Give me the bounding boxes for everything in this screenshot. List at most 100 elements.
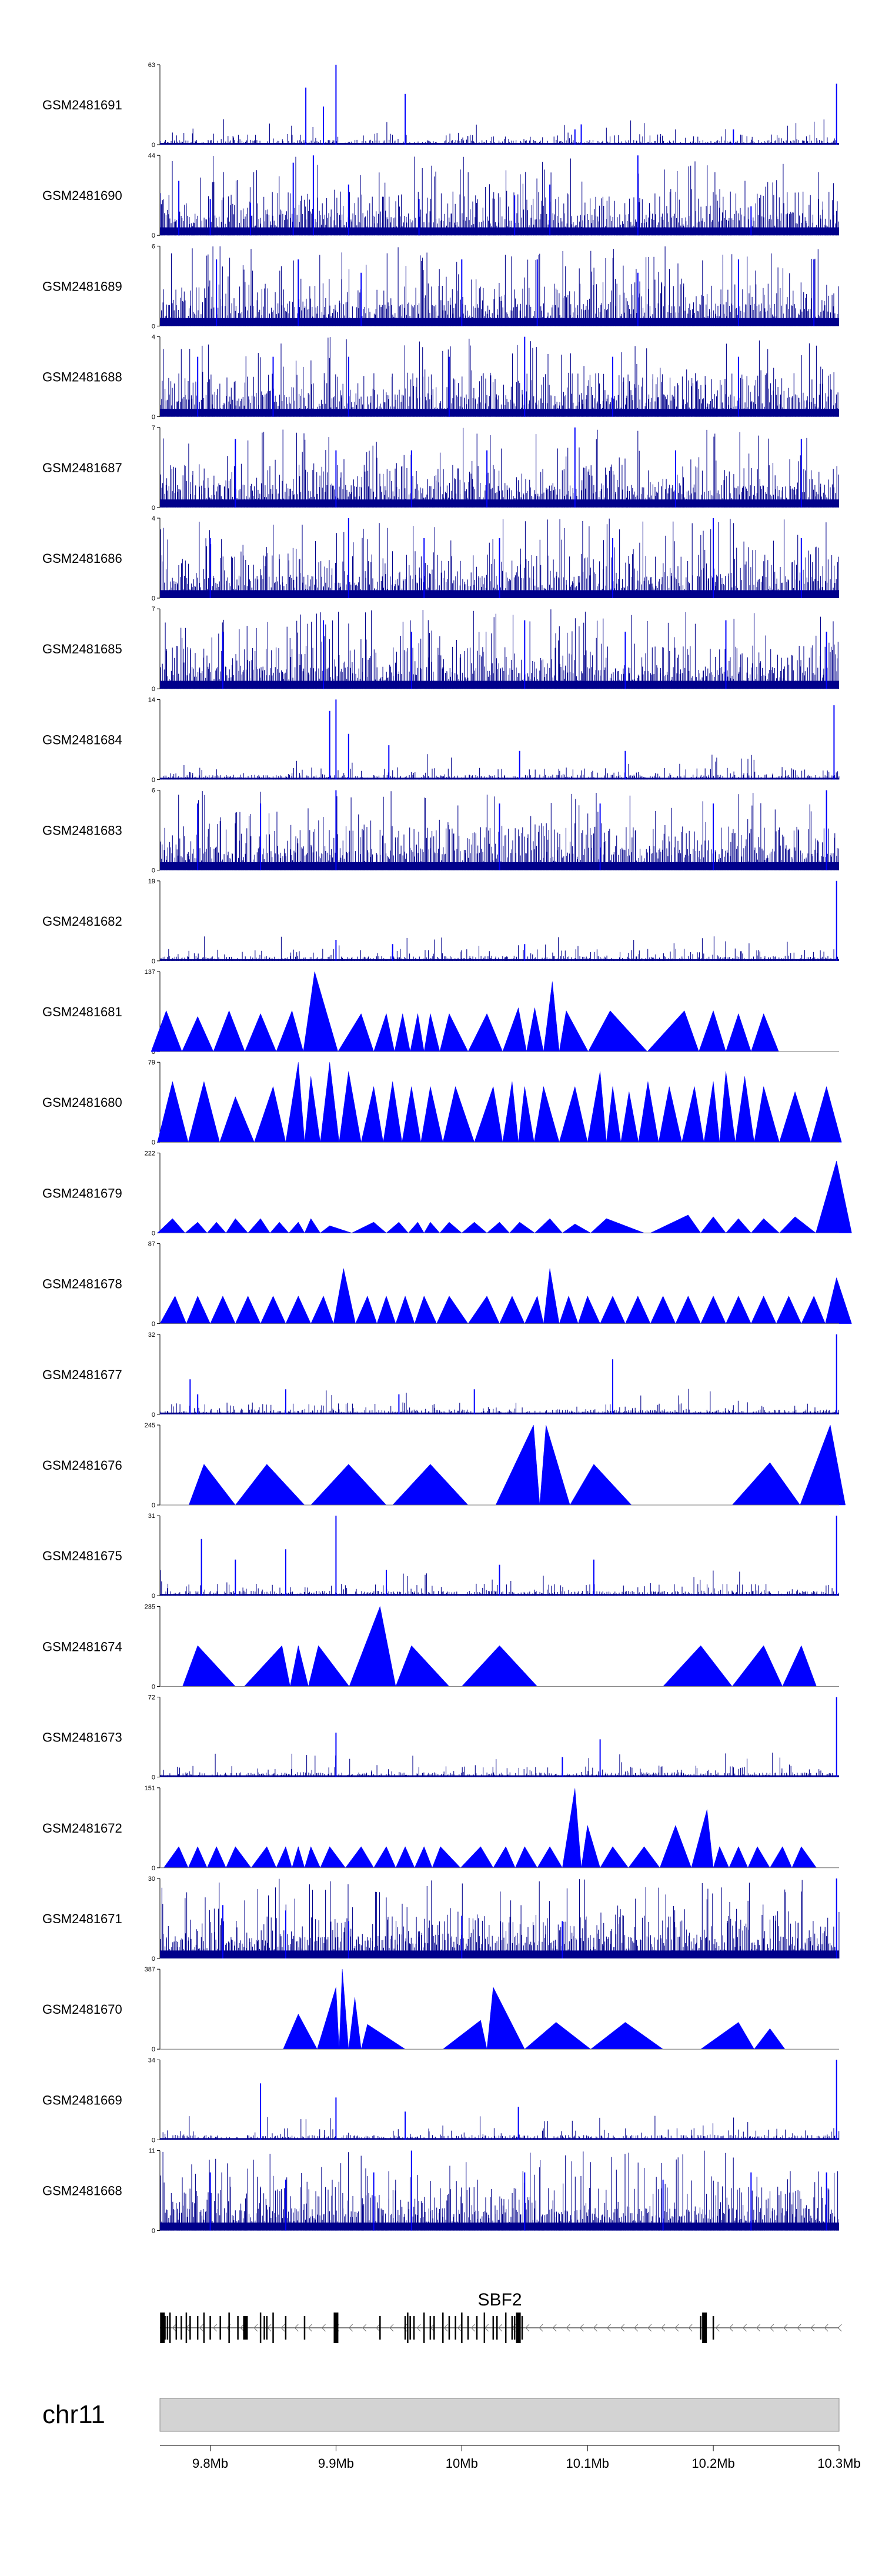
y-tick-label: 0	[152, 1321, 155, 1328]
coverage-peaks	[201, 1516, 837, 1596]
y-tick-label: 0	[152, 2046, 155, 2053]
x-tick-label: 10Mb	[446, 2456, 478, 2471]
track-label: GSM2481685	[42, 642, 122, 656]
exon	[169, 2313, 171, 2343]
y-tick-label: 0	[152, 1139, 155, 1146]
track: GSM2481668 11 0	[42, 2148, 839, 2235]
y-tick-label: 0	[152, 1865, 155, 1872]
exon	[700, 2316, 701, 2340]
coverage-area	[151, 971, 779, 1052]
track-label: GSM2481676	[42, 1458, 122, 1473]
track: GSM2481673 72 0	[42, 1694, 839, 1781]
coverage-bars	[159, 1389, 839, 1414]
y-tick-label: 31	[148, 1513, 155, 1520]
y-tick-label: 151	[145, 1785, 155, 1792]
coverage-bars	[159, 119, 838, 145]
y-tick-label: 19	[148, 878, 155, 885]
y-tick-label: 387	[145, 1966, 155, 1973]
coverage-floor	[160, 2138, 839, 2140]
coverage-area	[182, 1606, 817, 1687]
exon	[413, 2316, 415, 2340]
track: GSM2481678 87 0	[42, 1241, 852, 1328]
exon	[160, 2313, 165, 2343]
track: GSM2481676 245 0	[42, 1422, 846, 1509]
y-tick-label: 0	[152, 1049, 155, 1056]
coverage-peaks	[209, 518, 802, 598]
x-tick-label: 10.3Mb	[817, 2456, 860, 2471]
exon	[228, 2313, 230, 2343]
gene-label: SBF2	[477, 2290, 522, 2310]
y-tick-label: 6	[152, 243, 155, 250]
y-tick-label: 0	[152, 2137, 155, 2144]
track: GSM2481681 137 0	[42, 969, 839, 1056]
exon	[407, 2313, 409, 2343]
y-tick-label: 0	[152, 776, 155, 783]
y-tick-label: 0	[152, 1230, 155, 1237]
coverage-area	[159, 1268, 852, 1324]
exon	[496, 2316, 498, 2340]
exon	[189, 2316, 191, 2340]
y-tick-label: 0	[152, 323, 155, 330]
track-label: GSM2481688	[42, 370, 122, 385]
coverage-area	[283, 1969, 786, 2050]
track-label: GSM2481669	[42, 2093, 122, 2107]
exon	[516, 2313, 521, 2343]
y-tick-label: 0	[152, 142, 155, 149]
exon	[455, 2316, 456, 2340]
exon	[379, 2316, 381, 2340]
y-tick-label: 0	[152, 958, 155, 965]
exon	[196, 2316, 199, 2340]
exon	[203, 2313, 205, 2343]
track-label: GSM2481690	[42, 188, 122, 203]
coverage-bars	[161, 936, 839, 961]
coverage-peaks	[178, 155, 752, 236]
exon	[185, 2313, 188, 2343]
y-tick-label: 63	[148, 62, 155, 69]
track-label: GSM2481689	[42, 279, 122, 293]
exon	[404, 2316, 406, 2340]
track-label: GSM2481675	[42, 1549, 122, 1563]
y-tick-label: 222	[145, 1150, 155, 1157]
track: GSM2481675 31 0	[42, 1513, 839, 1600]
y-tick-label: 11	[149, 2148, 155, 2155]
exon	[181, 2316, 182, 2340]
coverage-floor	[160, 227, 839, 236]
signal-tracks: GSM2481691630GSM2481690440GSM248168960GS…	[42, 62, 852, 2235]
chromosome-label: chr11	[42, 2400, 105, 2429]
exon	[448, 2316, 450, 2340]
y-tick-label: 6	[152, 788, 155, 795]
coverage-bars	[161, 2115, 840, 2140]
track: GSM2481689 6 0	[42, 243, 839, 330]
exon	[243, 2316, 248, 2340]
exon	[483, 2313, 486, 2343]
track-label: GSM2481678	[42, 1277, 122, 1292]
coverage-floor	[160, 409, 839, 417]
coverage-area	[157, 1062, 842, 1143]
track-label: GSM2481674	[42, 1639, 122, 1654]
track: GSM2481674 235 0	[42, 1603, 839, 1690]
track-label: GSM2481671	[42, 1911, 122, 1926]
y-tick-label: 72	[148, 1694, 155, 1701]
exon	[505, 2313, 507, 2343]
gene-track: SBF2	[160, 2290, 842, 2343]
exon	[237, 2316, 239, 2340]
exon	[467, 2316, 469, 2340]
track: GSM2481677 32 0	[42, 1332, 839, 1419]
track: GSM2481669 34 0	[42, 2057, 840, 2144]
coverage-bars	[160, 2150, 838, 2231]
exon	[461, 2313, 463, 2343]
coverage-bars	[160, 1878, 840, 1958]
exon	[263, 2316, 265, 2340]
y-tick-label: 0	[152, 867, 155, 875]
exon	[333, 2313, 339, 2343]
track-label: GSM2481672	[42, 1821, 122, 1836]
coverage-peaks	[235, 427, 802, 508]
ideogram-band	[159, 2398, 840, 2432]
exon	[166, 2316, 169, 2340]
y-tick-label: 0	[152, 686, 155, 693]
track-label: GSM2481687	[42, 461, 122, 475]
track-label: GSM2481677	[42, 1367, 122, 1382]
y-tick-label: 0	[152, 1956, 155, 1963]
coverage-area	[157, 1160, 852, 1233]
genomic-axis: 9.8Mb 9.9Mb 10Mb 10.1Mb 10.2Mb 10.3Mb	[160, 2445, 861, 2471]
